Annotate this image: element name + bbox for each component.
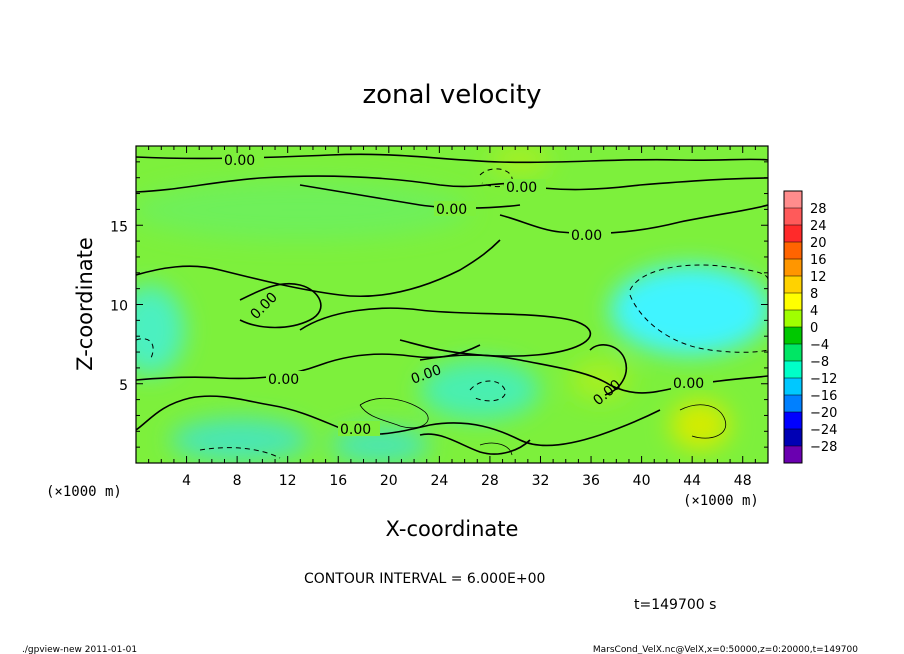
heatmap-field bbox=[136, 146, 768, 463]
colorbar-label: 4 bbox=[810, 304, 818, 319]
negative-contours bbox=[136, 168, 768, 459]
x-tick-label: 12 bbox=[279, 473, 297, 489]
colorbar-label: 0 bbox=[810, 321, 818, 336]
x-tick-label: 4 bbox=[182, 473, 191, 489]
footer-right: MarsCond_VelX.nc@VelX,x=0:50000,z=0:2000… bbox=[593, 645, 858, 654]
x-tick-label: 20 bbox=[380, 473, 398, 489]
colorbar-swatch bbox=[784, 276, 802, 294]
colorbar-label: −8 bbox=[810, 355, 829, 370]
colorbar-swatch bbox=[784, 429, 802, 447]
colorbar-label: −12 bbox=[810, 372, 837, 387]
colorbar-swatch bbox=[784, 208, 802, 226]
x-unit-right: (×1000 m) bbox=[683, 493, 759, 509]
x-tick-label: 8 bbox=[233, 473, 242, 489]
y-tick-label: 15 bbox=[110, 219, 128, 235]
colorbar-swatch bbox=[784, 293, 802, 311]
negative-region-east bbox=[610, 265, 768, 355]
colorbar-swatch bbox=[784, 378, 802, 396]
chart-title: zonal velocity bbox=[362, 80, 541, 110]
negative-region-west bbox=[136, 285, 185, 375]
colorbar-label: 28 bbox=[810, 202, 827, 217]
y-axis-title: Z-coordinate bbox=[73, 237, 97, 371]
x-tick-label: 48 bbox=[734, 473, 752, 489]
y-tick-label: 10 bbox=[110, 299, 128, 315]
colorbar-swatch bbox=[784, 310, 802, 328]
colorbar-label: −16 bbox=[810, 389, 837, 404]
colorbar-swatch bbox=[784, 412, 802, 430]
x-axis-title: X-coordinate bbox=[386, 517, 519, 541]
colorbar: 28 24 20 16 12 8 4 0 −4 −8 −12 −16 −20 −24 −28 bbox=[783, 190, 837, 464]
negative-region-bottom bbox=[170, 418, 310, 462]
colorbar-swatch bbox=[784, 395, 802, 413]
colorbar-swatch bbox=[784, 361, 802, 379]
x-tick-label: 32 bbox=[532, 473, 550, 489]
colorbar-label: 16 bbox=[810, 253, 827, 268]
time-stamp: t=149700 s bbox=[634, 597, 716, 613]
negative-region-center bbox=[420, 360, 540, 420]
colorbar-swatch bbox=[784, 191, 802, 209]
x-tick-label: 24 bbox=[430, 473, 448, 489]
colorbar-swatch bbox=[784, 242, 802, 260]
colorbar-swatch bbox=[784, 225, 802, 243]
contour-label: 0.00 bbox=[571, 228, 602, 244]
colorbar-label: −24 bbox=[810, 423, 837, 438]
x-axis: 4 8 12 16 20 24 28 32 36 40 44 48 bbox=[148, 146, 756, 489]
x-tick-label: 28 bbox=[481, 473, 499, 489]
colorbar-label: −20 bbox=[810, 406, 837, 421]
positive-region-top bbox=[490, 146, 550, 175]
weak-negative-upper bbox=[136, 180, 470, 240]
contour-label: 0.00 bbox=[506, 180, 537, 196]
y-axis: 5 10 15 bbox=[110, 161, 768, 448]
contour-label: 0.00 bbox=[224, 153, 255, 169]
colorbar-label: 8 bbox=[810, 287, 818, 302]
contour-label: 0.00 bbox=[268, 372, 299, 388]
x-unit-left: (×1000 m) bbox=[46, 484, 122, 500]
x-tick-label: 44 bbox=[683, 473, 701, 489]
x-tick-label: 36 bbox=[582, 473, 600, 489]
positive-region-se bbox=[670, 400, 730, 450]
colorbar-label: 12 bbox=[810, 270, 827, 285]
positive-contours bbox=[359, 397, 727, 456]
colorbar-swatch bbox=[784, 259, 802, 277]
contour-label: 0.00 bbox=[340, 422, 371, 438]
colorbar-label: −4 bbox=[810, 338, 829, 353]
colorbar-swatch bbox=[784, 446, 802, 464]
colorbar-label: 24 bbox=[810, 219, 827, 234]
colorbar-label: 20 bbox=[810, 236, 827, 251]
y-tick-label: 5 bbox=[119, 378, 128, 394]
footer-left: ./gpview-new 2011-01-01 bbox=[22, 645, 137, 654]
contour-label: 0.00 bbox=[673, 376, 704, 392]
x-tick-label: 16 bbox=[329, 473, 347, 489]
colorbar-label: −28 bbox=[810, 440, 837, 455]
colorbar-swatch bbox=[784, 327, 802, 345]
x-tick-label: 40 bbox=[633, 473, 651, 489]
contour-label: 0.00 bbox=[436, 202, 467, 218]
colorbar-swatch bbox=[784, 344, 802, 362]
contour-interval: CONTOUR INTERVAL = 6.000E+00 bbox=[304, 571, 545, 587]
